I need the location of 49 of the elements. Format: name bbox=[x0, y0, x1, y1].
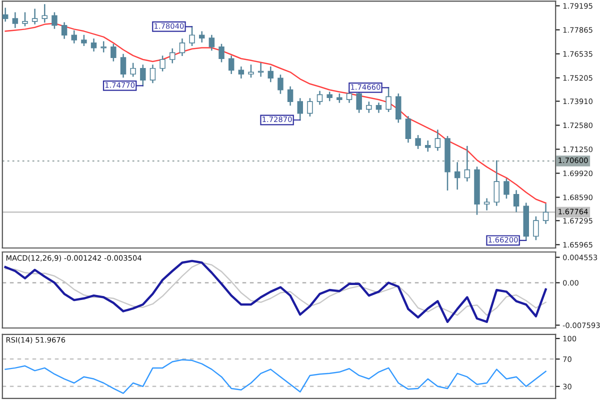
candlestick bbox=[513, 190, 520, 212]
candlestick bbox=[504, 178, 510, 199]
candlestick bbox=[248, 64, 254, 78]
candlestick bbox=[22, 12, 28, 26]
candlestick bbox=[52, 12, 58, 29]
candlestick bbox=[32, 8, 38, 24]
candlestick bbox=[160, 56, 166, 72]
candlestick bbox=[100, 41, 106, 52]
candlestick bbox=[189, 26, 195, 46]
candlestick bbox=[81, 34, 87, 46]
candlestick bbox=[198, 31, 205, 42]
candlestick bbox=[71, 30, 78, 44]
candlestick bbox=[454, 162, 460, 190]
candlestick bbox=[170, 48, 176, 64]
candlestick bbox=[110, 44, 116, 62]
candlestick bbox=[424, 140, 431, 152]
candlestick bbox=[307, 98, 313, 116]
candlestick bbox=[366, 102, 372, 113]
candlestick bbox=[140, 64, 146, 86]
candlestick bbox=[42, 4, 48, 23]
candlestick bbox=[268, 66, 274, 82]
candlestick bbox=[218, 44, 224, 62]
candlestick bbox=[316, 90, 323, 105]
candlestick bbox=[405, 116, 412, 143]
candlestick bbox=[278, 74, 284, 94]
candlestick bbox=[120, 54, 126, 78]
candlestick bbox=[238, 66, 244, 79]
candlestick bbox=[484, 198, 490, 210]
candlestick bbox=[2, 8, 8, 22]
candlestick bbox=[179, 38, 186, 56]
candlestick bbox=[376, 102, 382, 113]
candlestick bbox=[287, 86, 294, 106]
candlestick bbox=[494, 160, 500, 206]
candlestick bbox=[386, 87, 392, 112]
candlestick bbox=[90, 38, 97, 52]
candlestick bbox=[533, 216, 539, 240]
candlestick bbox=[150, 64, 156, 84]
candlestick bbox=[12, 12, 18, 28]
candlestick bbox=[396, 94, 402, 123]
candlestick bbox=[228, 56, 234, 74]
candlestick bbox=[61, 22, 68, 39]
candlestick bbox=[542, 204, 549, 224]
candlestick bbox=[434, 130, 441, 151]
line-series bbox=[4, 359, 546, 394]
candlestick bbox=[297, 98, 303, 121]
candlestick bbox=[415, 135, 421, 149]
candlestick bbox=[208, 34, 215, 51]
candlestick bbox=[130, 62, 136, 77]
candlestick bbox=[464, 146, 470, 182]
